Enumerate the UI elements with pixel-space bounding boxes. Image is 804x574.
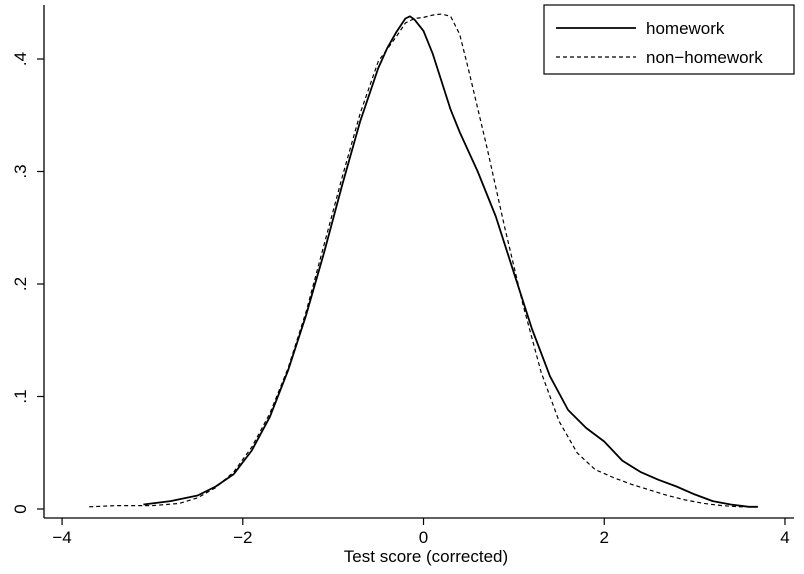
series-line-non-homework (89, 13, 758, 508)
y-tick-label: .3 (11, 164, 30, 178)
y-axis-ticks: 0 .1 .2 .3 .4 (11, 52, 44, 514)
y-tick-label: 0 (11, 504, 30, 513)
legend: homework non−homework (543, 4, 795, 75)
x-tick-label: 2 (600, 528, 609, 547)
y-tick-label: .4 (11, 52, 30, 66)
x-tick-label: −2 (233, 528, 252, 547)
legend-label-homework: homework (646, 19, 725, 38)
series-line-homework (143, 15, 758, 508)
x-tick-label: −4 (52, 528, 71, 547)
x-axis-ticks: −4 −2 0 2 4 (52, 518, 790, 547)
x-axis-title: Test score (corrected) (344, 547, 508, 566)
plot-frame (43, 5, 794, 519)
y-tick-label: .1 (11, 389, 30, 403)
legend-label-non-homework: non−homework (646, 48, 763, 67)
x-tick-label: 0 (419, 528, 428, 547)
x-tick-label: 4 (780, 528, 789, 547)
density-lines (89, 13, 758, 508)
legend-box (543, 4, 795, 75)
y-tick-label: .2 (11, 277, 30, 291)
